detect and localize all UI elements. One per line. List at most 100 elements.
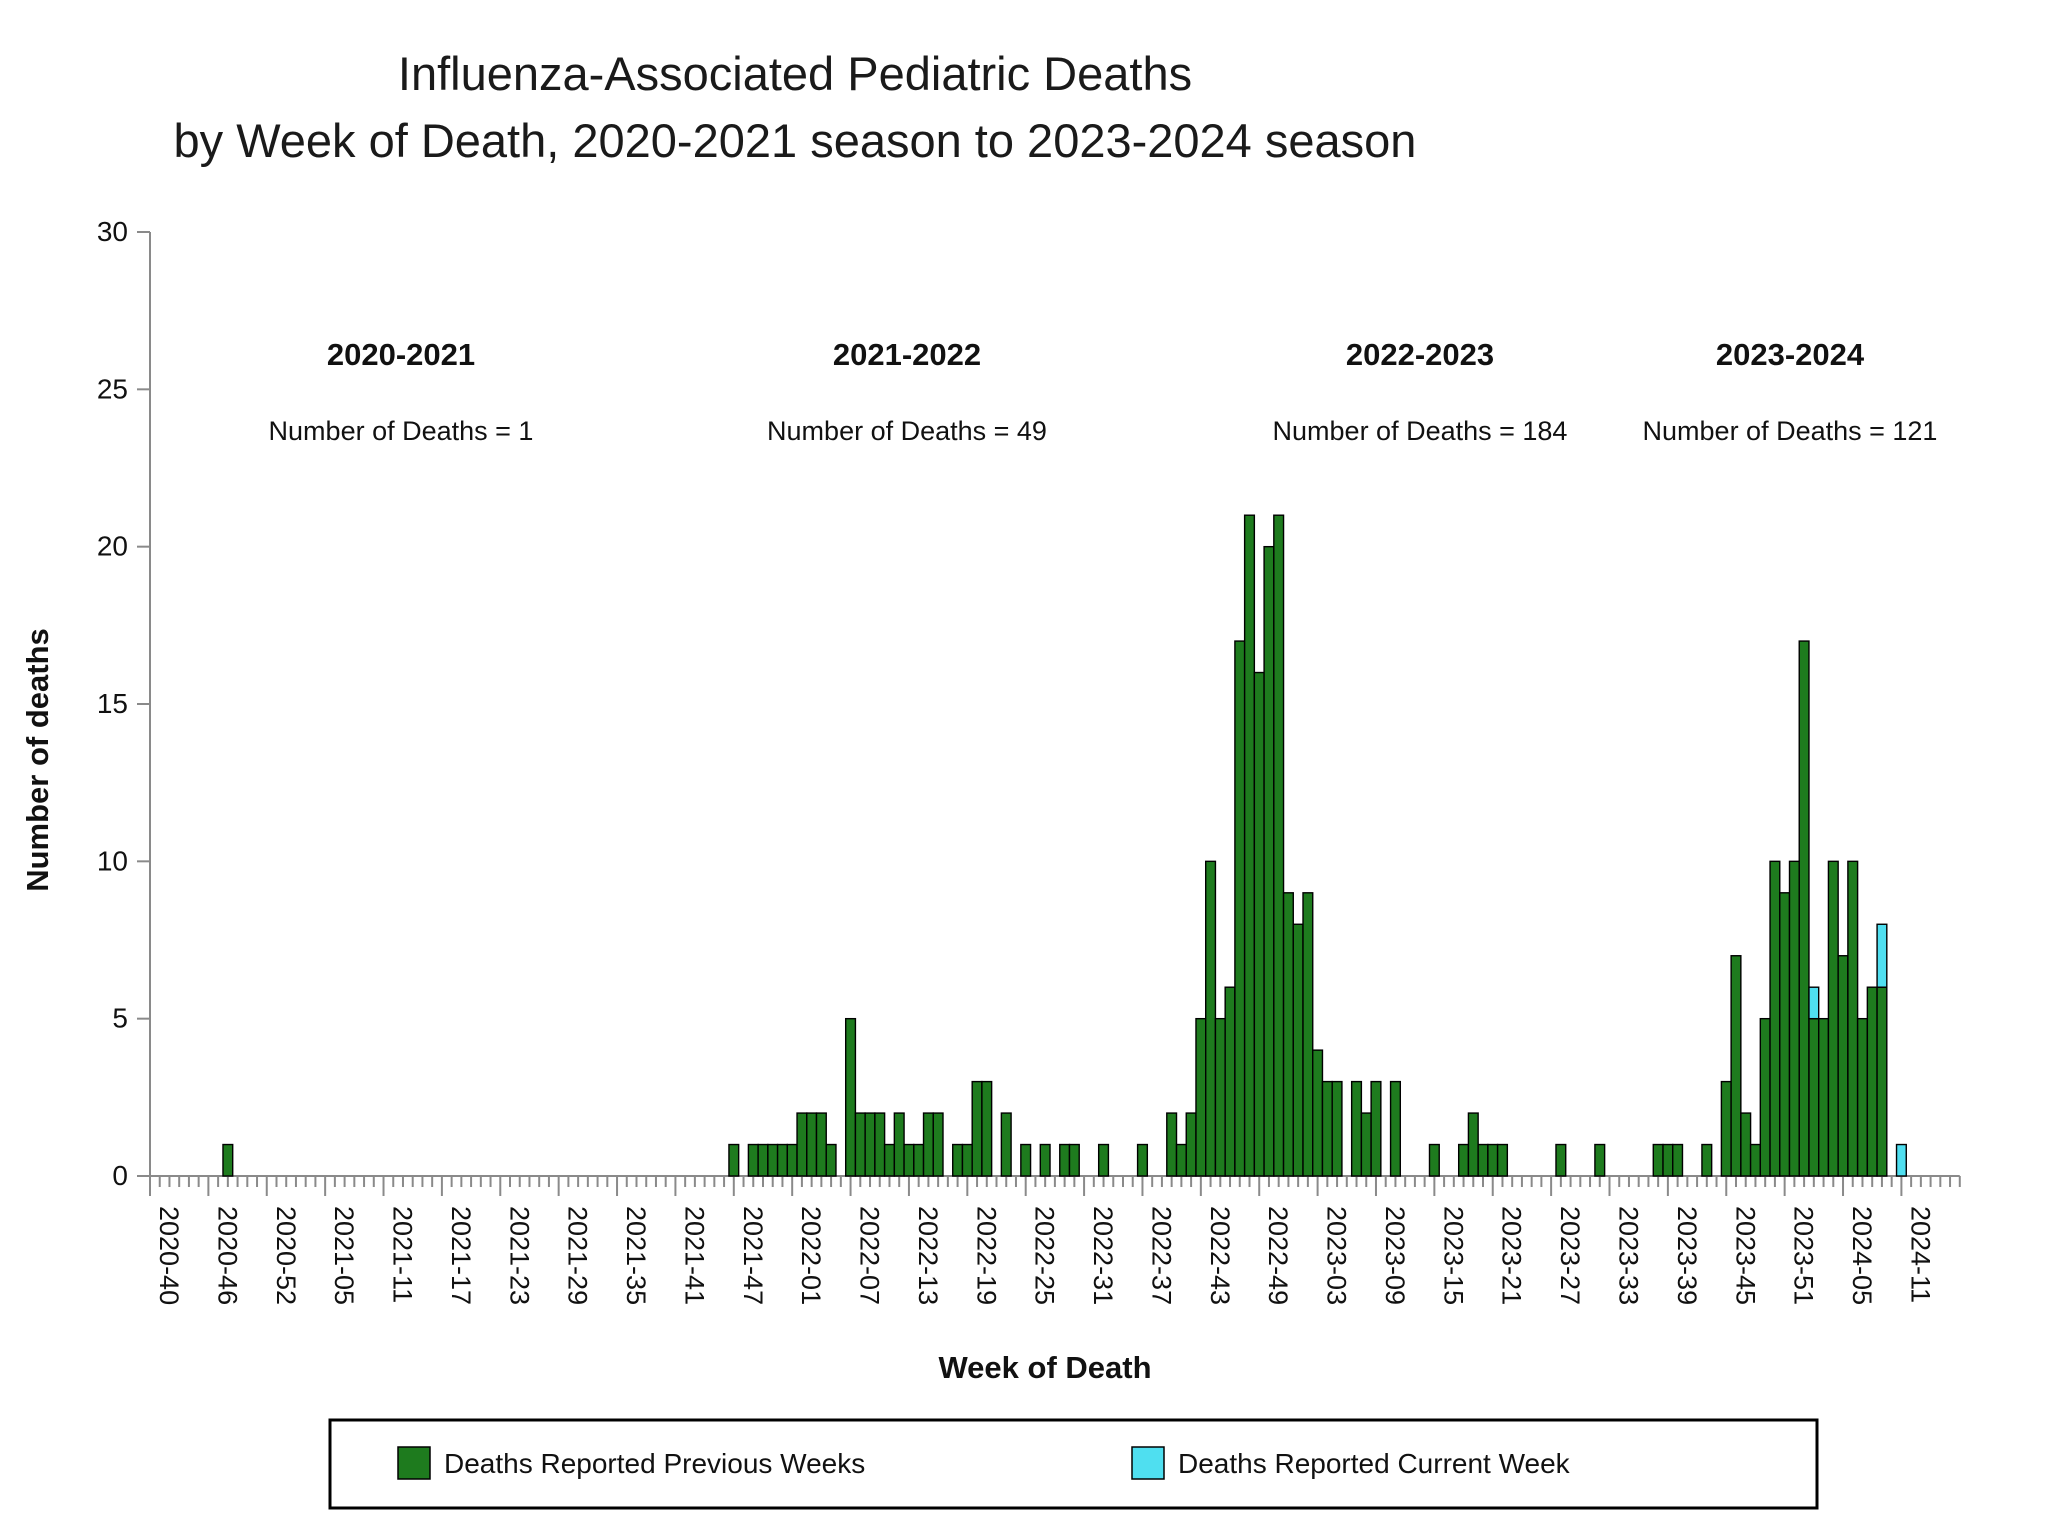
bar-previous-2021-50 [757, 1143, 769, 1177]
bar-previous-2022-08 [854, 1112, 866, 1177]
bar-previous-2023-08 [1360, 1112, 1372, 1177]
bar-previous-2023-22 [1496, 1143, 1509, 1177]
season-header-2020-2021: 2020-2021 [327, 337, 475, 372]
bar-previous-2022-30 [1068, 1143, 1080, 1177]
x-tick-label: 2024-11 [1905, 1206, 1935, 1303]
bars [222, 514, 1907, 1177]
x-tick-label: 2021-23 [504, 1206, 534, 1305]
season-header-2023-2024: 2023-2024 [1716, 337, 1865, 372]
bar-previous-2024-09 [1876, 986, 1888, 1177]
bar-previous-2022-18 [952, 1143, 964, 1177]
y-tick-label: 10 [97, 845, 128, 876]
legend-label-previous-weeks: Deaths Reported Previous Weeks [444, 1448, 865, 1479]
bar-previous-2022-19 [961, 1143, 973, 1177]
x-tick-label: 2024-05 [1847, 1206, 1877, 1305]
legend-border [328, 1418, 1819, 1510]
bar-previous-2022-21 [981, 1080, 993, 1177]
bar-previous-2022-09 [864, 1112, 876, 1177]
bar-previous-2024-02 [1808, 1017, 1820, 1177]
bar-previous-2023-40 [1672, 1143, 1684, 1177]
x-tick-label: 2022-31 [1088, 1206, 1118, 1305]
legend-swatch-current-week [1131, 1446, 1165, 1480]
bar-previous-2022-44 [1205, 860, 1217, 1177]
y-tick-label: 30 [97, 216, 128, 247]
bar-previous-2022-25 [1020, 1143, 1032, 1177]
x-tick-label: 2022-13 [913, 1206, 943, 1305]
x-tick-label: 2022-01 [796, 1206, 826, 1305]
bar-previous-2022-29 [1059, 1143, 1071, 1177]
bar-previous-2023-04 [1321, 1080, 1333, 1177]
legend-swatch-previous-weeks [397, 1446, 431, 1480]
bar-previous-2022-20 [971, 1080, 983, 1177]
x-tick-label: 2023-39 [1672, 1206, 1702, 1305]
x-tick-label: 2022-07 [855, 1206, 885, 1305]
bar-previous-2023-15 [1428, 1143, 1440, 1177]
bar-previous-2022-48 [1243, 514, 1256, 1177]
bar-previous-2023-05 [1331, 1080, 1343, 1177]
x-tick-label: 2023-45 [1730, 1206, 1760, 1305]
bar-previous-2022-16 [932, 1112, 944, 1177]
bar-previous-2023-38 [1652, 1143, 1664, 1177]
bar-previous-2022-49 [1253, 671, 1265, 1177]
x-tick-label: 2023-27 [1555, 1206, 1585, 1305]
x-tick-label: 2021-35 [621, 1206, 651, 1305]
x-tick-label: 2022-49 [1263, 1206, 1293, 1305]
x-tick-label: 2020-52 [271, 1206, 301, 1305]
bar-previous-2023-03 [1312, 1049, 1324, 1177]
bar-previous-2022-15 [922, 1112, 934, 1177]
bar-previous-2023-49 [1759, 1017, 1771, 1177]
x-tick-label: 2023-51 [1789, 1206, 1819, 1305]
y-tick-label: 25 [97, 373, 128, 404]
bar-previous-2024-08 [1866, 986, 1878, 1177]
x-tick-label: 2020-46 [212, 1206, 242, 1305]
x-tick-label: 2023-21 [1497, 1206, 1527, 1305]
bar-previous-2024-05 [1837, 955, 1849, 1177]
season-count-2020-2021: Number of Deaths = 1 [269, 416, 534, 446]
bar-previous-2024-04 [1827, 860, 1839, 1177]
bar-previous-2022-14 [913, 1143, 925, 1177]
x-tick-label: 2023-15 [1438, 1206, 1468, 1305]
x-tick-label: 2021-11 [388, 1206, 418, 1303]
season-count-2023-2024: Number of Deaths = 121 [1643, 416, 1938, 446]
bar-previous-2022-13 [903, 1143, 915, 1177]
bar-current-2024-09 [1876, 923, 1888, 988]
bar-previous-2023-51 [1779, 892, 1791, 1177]
bar-previous-2023-39 [1662, 1143, 1674, 1177]
bar-previous-2021-47 [728, 1143, 740, 1177]
y-tick-label: 15 [97, 688, 128, 719]
y-axis: 0 5 10 15 20 25 30 [97, 216, 151, 1191]
bar-previous-2023-01 [1292, 923, 1304, 1177]
y-tick-label: 5 [112, 1003, 128, 1034]
season-header-2022-2023: 2022-2023 [1346, 337, 1494, 372]
bar-previous-2022-12 [893, 1112, 905, 1177]
bar-previous-2022-45 [1214, 1017, 1226, 1177]
bar-previous-2021-49 [747, 1143, 759, 1177]
bar-previous-2022-43 [1195, 1017, 1207, 1177]
bar-previous-2023-45 [1720, 1080, 1732, 1177]
bar-previous-2024-07 [1856, 1017, 1869, 1177]
bar-previous-2022-07 [844, 1017, 857, 1177]
season-count-2022-2023: Number of Deaths = 184 [1273, 416, 1568, 446]
bar-current-2024-02 [1808, 986, 1820, 1020]
bar-previous-2023-19 [1467, 1112, 1479, 1177]
bar-previous-2020-48 [222, 1143, 234, 1177]
bar-current-2024-11 [1895, 1143, 1907, 1177]
bar-previous-2022-46 [1224, 986, 1236, 1177]
chart-title-line1: Influenza-Associated Pediatric Deaths [398, 47, 1192, 100]
x-tick-label: 2023-09 [1380, 1206, 1410, 1305]
bar-previous-2023-09 [1370, 1080, 1382, 1177]
bar-previous-2022-33 [1097, 1143, 1110, 1177]
bar-previous-2023-18 [1457, 1143, 1470, 1177]
x-tick-label: 2023-33 [1614, 1206, 1644, 1305]
x-tick-label: 2022-37 [1146, 1206, 1176, 1305]
season-count-2021-2022: Number of Deaths = 49 [767, 416, 1047, 446]
bar-previous-2023-02 [1302, 892, 1314, 1177]
bar-previous-2022-41 [1175, 1143, 1187, 1177]
bar-previous-2022-27 [1039, 1143, 1051, 1177]
bar-previous-2022-37 [1136, 1143, 1149, 1177]
bar-previous-2023-48 [1749, 1143, 1762, 1177]
bar-previous-2022-11 [883, 1143, 896, 1177]
x-tick-label: 2021-29 [563, 1206, 593, 1305]
bar-previous-2022-23 [1000, 1112, 1012, 1177]
